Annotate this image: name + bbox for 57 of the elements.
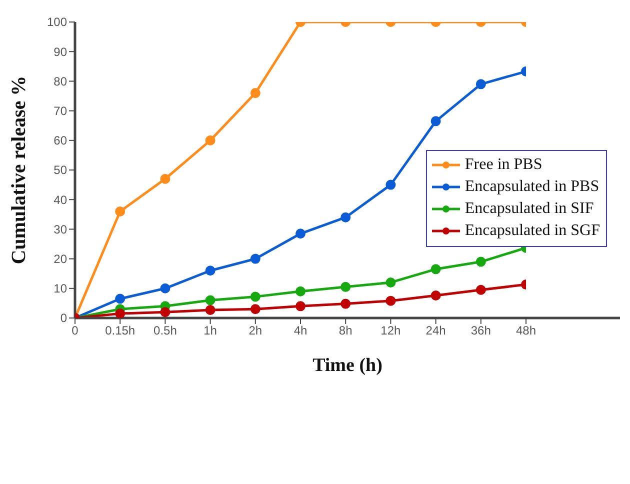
point [205, 266, 216, 276]
point [476, 79, 486, 90]
point [250, 292, 260, 302]
x-tick-label: 48h [516, 324, 536, 338]
x-tick-label: 0 [72, 324, 79, 338]
x-tick-label: 4h [294, 324, 308, 338]
y-axis-title: Cumulative release % [8, 76, 30, 264]
x-tick-label: 0.5h [154, 324, 177, 338]
point [205, 295, 216, 306]
point [296, 286, 306, 296]
y-tick-label: 40 [54, 192, 68, 207]
x-tick-label: 36h [470, 324, 491, 338]
x-tick-label: 1h [204, 324, 217, 338]
point [476, 284, 486, 295]
point [115, 294, 126, 304]
y-tick-label: 50 [54, 163, 68, 178]
point [476, 256, 486, 267]
point [340, 212, 351, 222]
point [115, 308, 126, 318]
point [386, 180, 396, 190]
y-tick-label: 0 [60, 311, 68, 326]
y-tick-label: 100 [46, 15, 68, 30]
point [205, 305, 216, 316]
point [430, 264, 441, 274]
point [115, 206, 126, 216]
y-tick-label: 10 [54, 282, 68, 296]
point [205, 135, 216, 146]
x-tick-label: 8h [338, 324, 352, 338]
point [296, 228, 306, 239]
point [430, 290, 441, 301]
legend-label: Encapsulated in PBS [464, 178, 600, 196]
point [340, 282, 351, 292]
point [296, 301, 306, 312]
point [160, 174, 170, 184]
point [386, 296, 396, 306]
point [160, 283, 170, 294]
y-tick-label: 80 [54, 74, 68, 88]
point [340, 298, 351, 309]
x-axis-title: Time (h) [312, 355, 382, 376]
x-tick-label: 24h [426, 324, 446, 338]
y-tick-label: 20 [54, 252, 68, 266]
legend-label: Encapsulated in SGF [464, 222, 600, 240]
x-tick-label: 12h [380, 324, 401, 338]
point [250, 88, 260, 98]
point [250, 304, 260, 314]
point [250, 254, 260, 264]
legend-label: Encapsulated in SIF [464, 200, 594, 218]
legend-label: Free in PBS [464, 156, 542, 174]
point [386, 277, 396, 288]
x-tick-label: 0.15h [105, 324, 136, 338]
y-tick-label: 90 [54, 44, 68, 59]
x-tick-label: 2h [248, 324, 262, 338]
y-tick-label: 70 [54, 104, 68, 118]
point [430, 116, 441, 126]
y-tick-label: 60 [54, 134, 68, 148]
y-tick-label: 30 [54, 222, 68, 236]
point [160, 307, 170, 318]
